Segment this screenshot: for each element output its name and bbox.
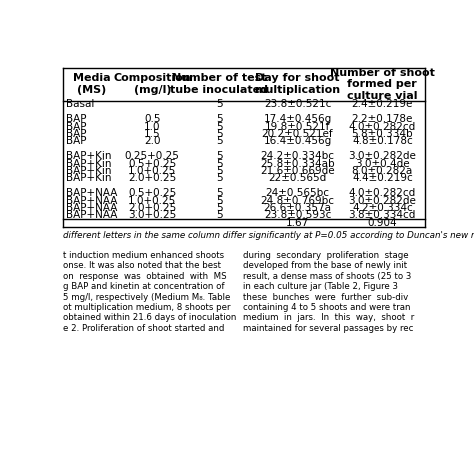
Text: 21.6±0.669de: 21.6±0.669de — [260, 166, 335, 176]
Text: BAP+NAA: BAP+NAA — [66, 196, 117, 206]
Text: 20.2±0.521ef: 20.2±0.521ef — [262, 129, 333, 139]
Text: 5: 5 — [216, 122, 223, 132]
Text: Day for shoot
multiplication: Day for shoot multiplication — [255, 73, 340, 95]
Text: t induction medium enhanced shoots
onse. It was also noted that the best
on  res: t induction medium enhanced shoots onse.… — [63, 251, 237, 333]
Text: 1.0+0.25: 1.0+0.25 — [128, 166, 176, 176]
Text: 2.4±0.219e: 2.4±0.219e — [352, 100, 413, 109]
Text: Basal: Basal — [66, 100, 94, 109]
Text: 4.2±0.334c: 4.2±0.334c — [352, 203, 413, 213]
Text: 1.5: 1.5 — [144, 129, 161, 139]
Text: different letters in the same column differ significantly at P=0.05 according to: different letters in the same column dif… — [63, 231, 474, 240]
Text: 3.0±0.282de: 3.0±0.282de — [348, 196, 416, 206]
Text: BAP+NAA: BAP+NAA — [66, 203, 117, 213]
Text: BAP+Kin: BAP+Kin — [66, 159, 111, 169]
Text: 5: 5 — [216, 137, 223, 146]
Text: Media
(MS): Media (MS) — [73, 73, 111, 95]
Text: BAP: BAP — [66, 137, 86, 146]
Text: 0.5+0.25: 0.5+0.25 — [128, 188, 176, 198]
Text: 4.4±0.219c: 4.4±0.219c — [352, 173, 413, 183]
Text: 4.8±0.178c: 4.8±0.178c — [352, 137, 413, 146]
Text: 24.2±0.334bc: 24.2±0.334bc — [260, 151, 335, 161]
Text: 24±0.565bc: 24±0.565bc — [265, 188, 329, 198]
Text: 5: 5 — [216, 166, 223, 176]
Text: 5: 5 — [216, 151, 223, 161]
Text: BAP: BAP — [66, 114, 86, 124]
Text: 0.904: 0.904 — [367, 218, 397, 228]
Text: 0.5+0.25: 0.5+0.25 — [128, 159, 176, 169]
Text: 5: 5 — [216, 173, 223, 183]
Text: 23.8±0.593c: 23.8±0.593c — [264, 210, 331, 220]
Text: BAP: BAP — [66, 122, 86, 132]
Text: 3.0±0.282de: 3.0±0.282de — [348, 151, 416, 161]
Text: BAP+NAA: BAP+NAA — [66, 210, 117, 220]
Text: 1.0: 1.0 — [144, 122, 161, 132]
Text: 22±0.565d: 22±0.565d — [268, 173, 327, 183]
Text: 3.0±0.4de: 3.0±0.4de — [355, 159, 410, 169]
Text: 5.8±0.334b: 5.8±0.334b — [352, 129, 413, 139]
Text: during  secondary  proliferation  stage
developed from the base of newly init
re: during secondary proliferation stage dev… — [243, 251, 414, 333]
Text: BAP: BAP — [66, 129, 86, 139]
Text: 2.2±0.178e: 2.2±0.178e — [352, 114, 413, 124]
Text: 1.0+0.25: 1.0+0.25 — [128, 196, 176, 206]
Text: 16.4±0.456g: 16.4±0.456g — [264, 137, 332, 146]
Text: 5: 5 — [216, 188, 223, 198]
Text: 4.0±0.282cd: 4.0±0.282cd — [349, 122, 416, 132]
Text: 5: 5 — [216, 129, 223, 139]
Text: 19.8±0.521f: 19.8±0.521f — [265, 122, 330, 132]
Text: BAP+NAA: BAP+NAA — [66, 188, 117, 198]
Text: Number of shoot
formed per
culture vial: Number of shoot formed per culture vial — [330, 68, 435, 101]
Text: 5: 5 — [216, 114, 223, 124]
Text: 24.8±0.769bc: 24.8±0.769bc — [260, 196, 335, 206]
Text: 23.8±0.521c: 23.8±0.521c — [264, 100, 331, 109]
Text: 25.8±0.334ab: 25.8±0.334ab — [260, 159, 335, 169]
Text: 0.5: 0.5 — [144, 114, 161, 124]
Text: BAP+Kin: BAP+Kin — [66, 151, 111, 161]
Text: 5: 5 — [216, 196, 223, 206]
Text: 2.0+0.25: 2.0+0.25 — [128, 173, 176, 183]
Text: 3.0+0.25: 3.0+0.25 — [128, 210, 176, 220]
Text: 2.0+0.25: 2.0+0.25 — [128, 203, 176, 213]
Text: 5: 5 — [216, 100, 223, 109]
Text: BAP+Kin: BAP+Kin — [66, 173, 111, 183]
Text: 5: 5 — [216, 210, 223, 220]
Text: 1.67: 1.67 — [286, 218, 309, 228]
Text: Number of test
tube inoculated: Number of test tube inoculated — [170, 73, 268, 95]
Text: BAP+Kin: BAP+Kin — [66, 166, 111, 176]
Text: 2.0: 2.0 — [144, 137, 161, 146]
Text: 26.6±0.357a: 26.6±0.357a — [264, 203, 331, 213]
Text: 17.4±0.456g: 17.4±0.456g — [264, 114, 332, 124]
Text: 8.0±0.282a: 8.0±0.282a — [352, 166, 413, 176]
Text: 5: 5 — [216, 203, 223, 213]
Text: 5: 5 — [216, 159, 223, 169]
Text: Composition
(mg/l): Composition (mg/l) — [113, 73, 191, 95]
Text: 0.25+0.25: 0.25+0.25 — [125, 151, 180, 161]
Text: 4.0±0.282cd: 4.0±0.282cd — [349, 188, 416, 198]
Text: 3.8±0.334cd: 3.8±0.334cd — [349, 210, 416, 220]
